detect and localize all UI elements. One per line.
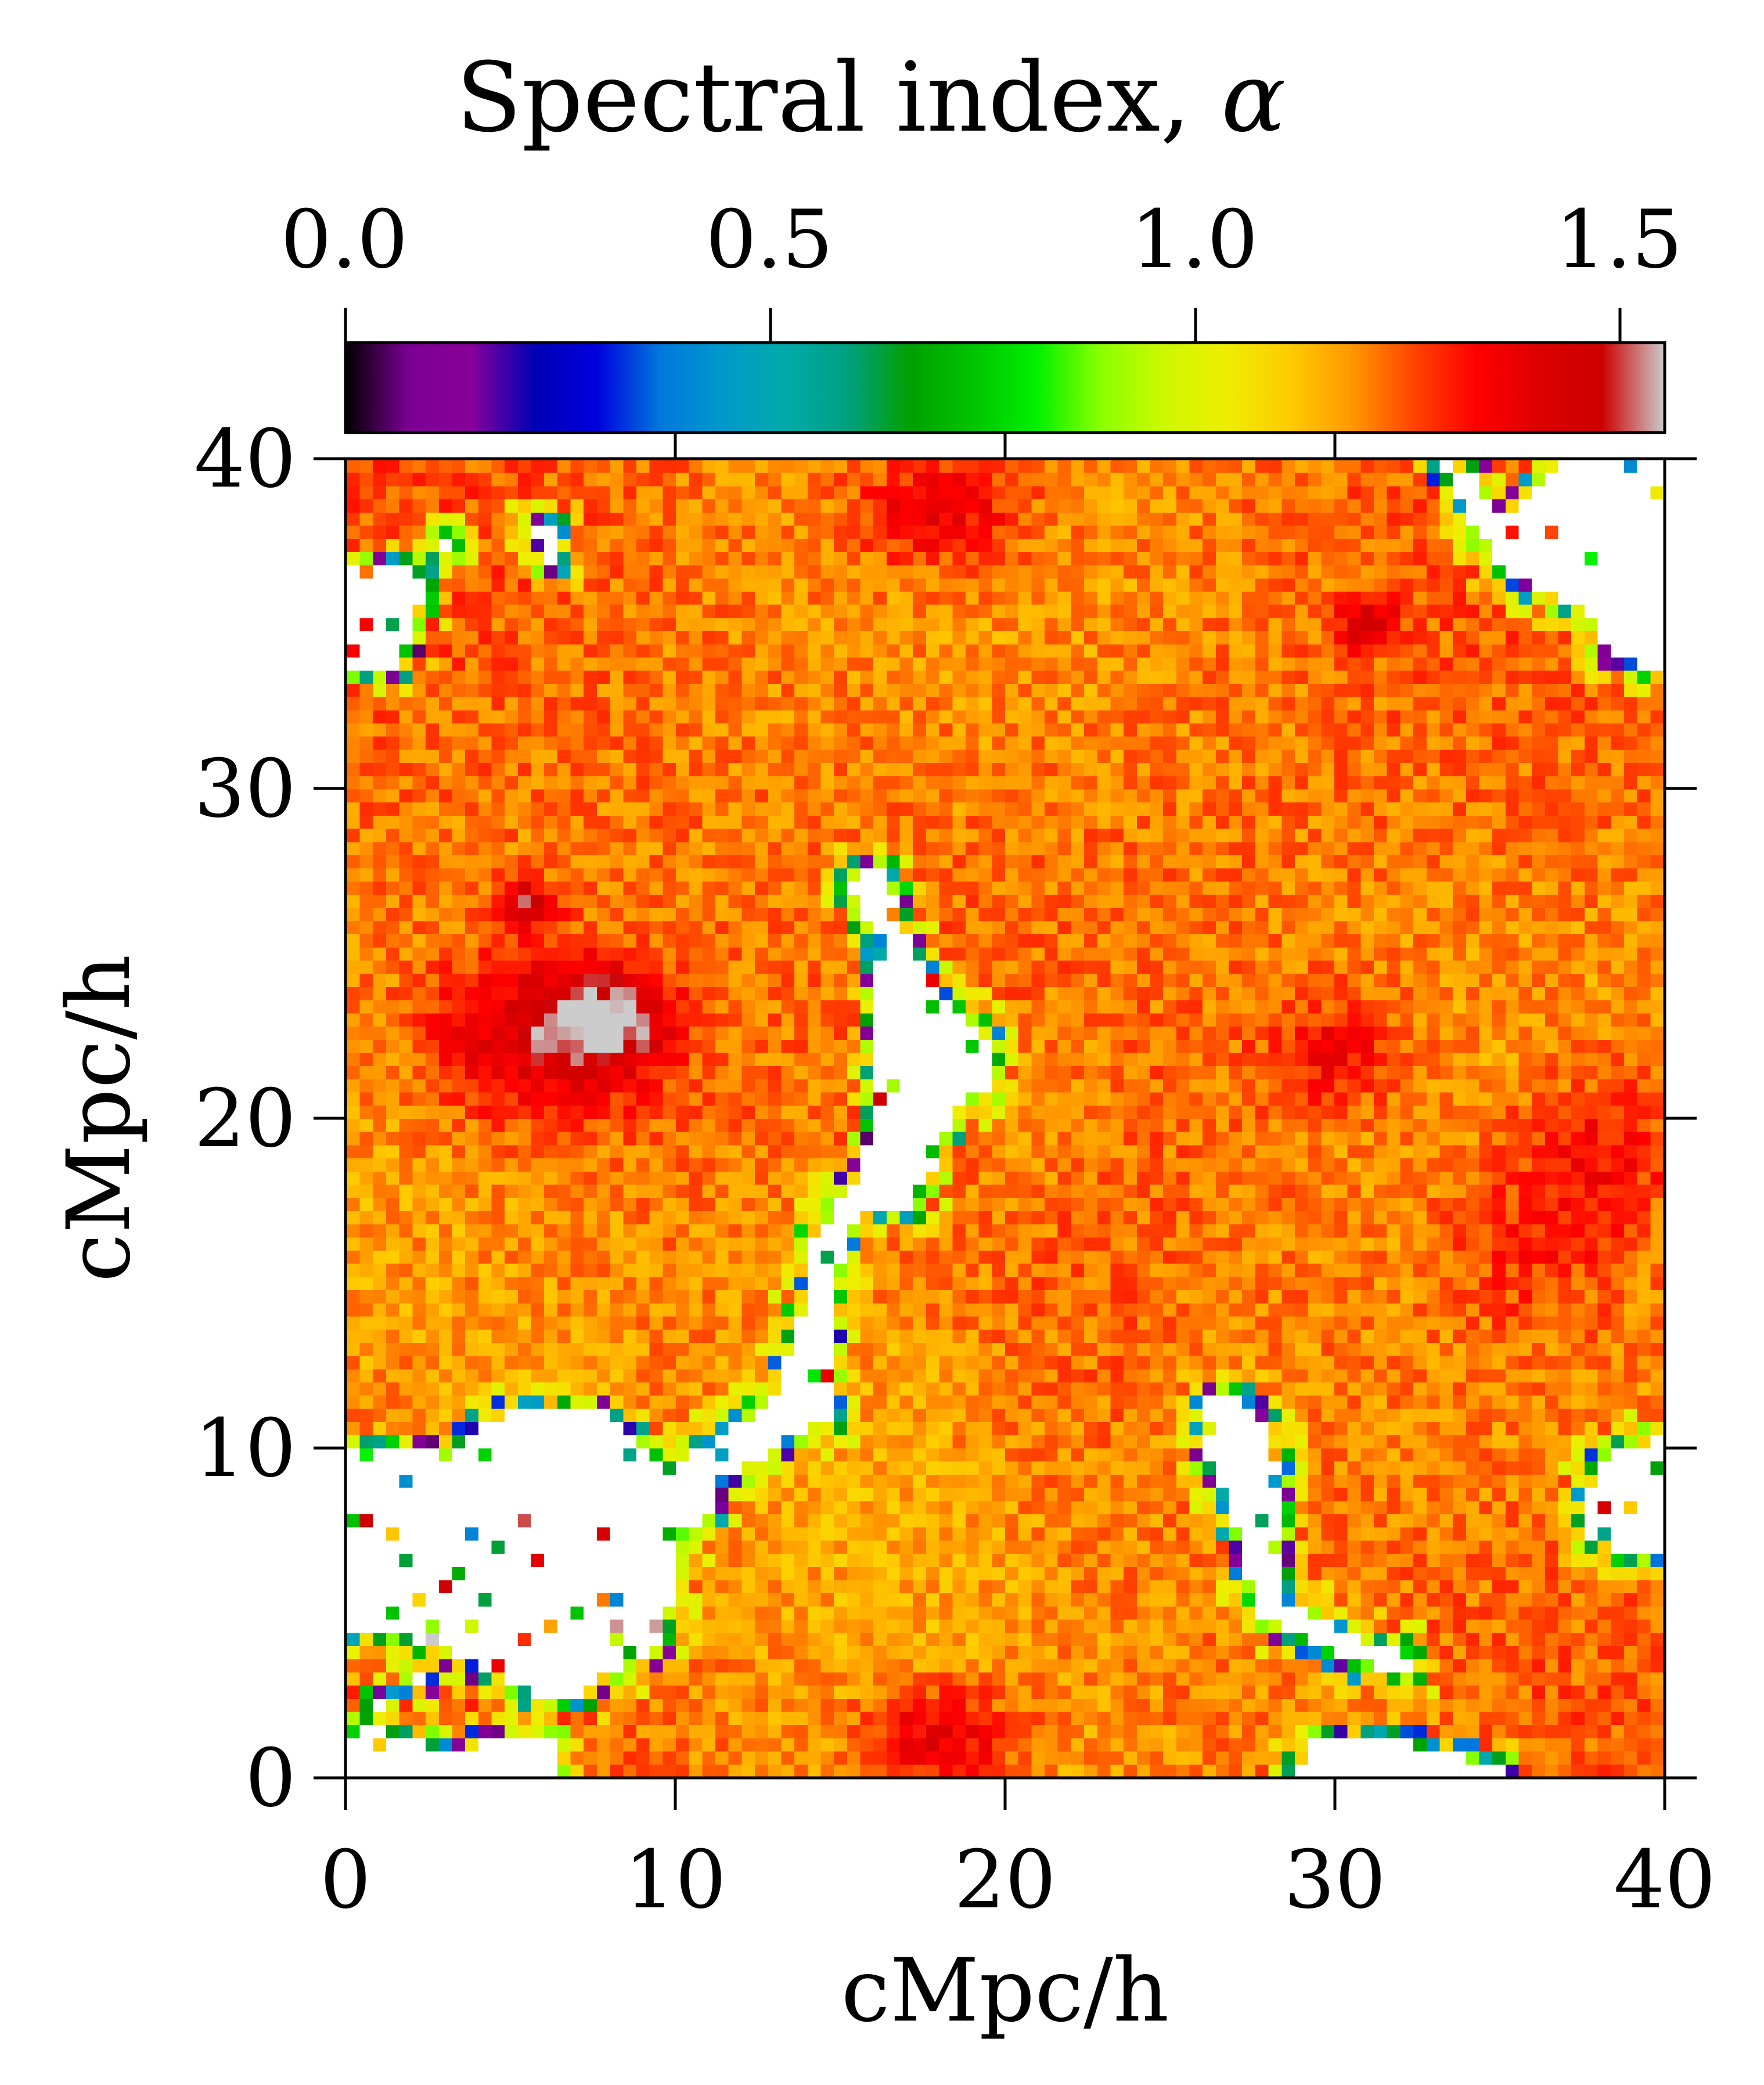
x-tick-label: 20 [954,1833,1056,1926]
separator-ticks [674,433,1337,459]
colorbar-tick-label: 1.0 [1131,193,1258,286]
y-tick-label: 10 [194,1402,296,1495]
colorbar [344,341,1666,434]
x-tick-marks [344,1778,1666,1810]
x-tick-labels: 0 10 20 30 40 [320,1833,1716,1926]
colorbar-tick-label: 0.5 [705,193,833,286]
y-tick-label: 40 [194,412,296,506]
x-tick-label: 40 [1614,1833,1716,1926]
x-tick-label: 30 [1284,1833,1386,1926]
colorbar-title: Spectral index, α [456,42,1286,153]
y-tick-label: 30 [194,742,296,836]
colorbar-tick-label: 1.5 [1555,193,1682,286]
y-tick-marks [314,457,1697,1780]
colorbar-tick-marks [344,308,1622,343]
colorbar-tick-labels: 0.0 0.5 1.0 1.5 [280,193,1682,286]
y-tick-labels: 40 30 20 10 0 [194,412,296,1825]
heatmap-container [347,460,1664,1778]
y-axis-label: cMpc/h [49,955,150,1283]
x-axis-label: cMpc/h [841,1940,1169,2041]
x-tick-label: 10 [624,1833,726,1926]
y-tick-label: 0 [245,1731,296,1825]
heatmap [347,460,1664,1778]
x-tick-label: 0 [320,1833,371,1926]
colorbar-tick-label: 0.0 [280,193,408,286]
y-tick-label: 20 [194,1072,296,1165]
